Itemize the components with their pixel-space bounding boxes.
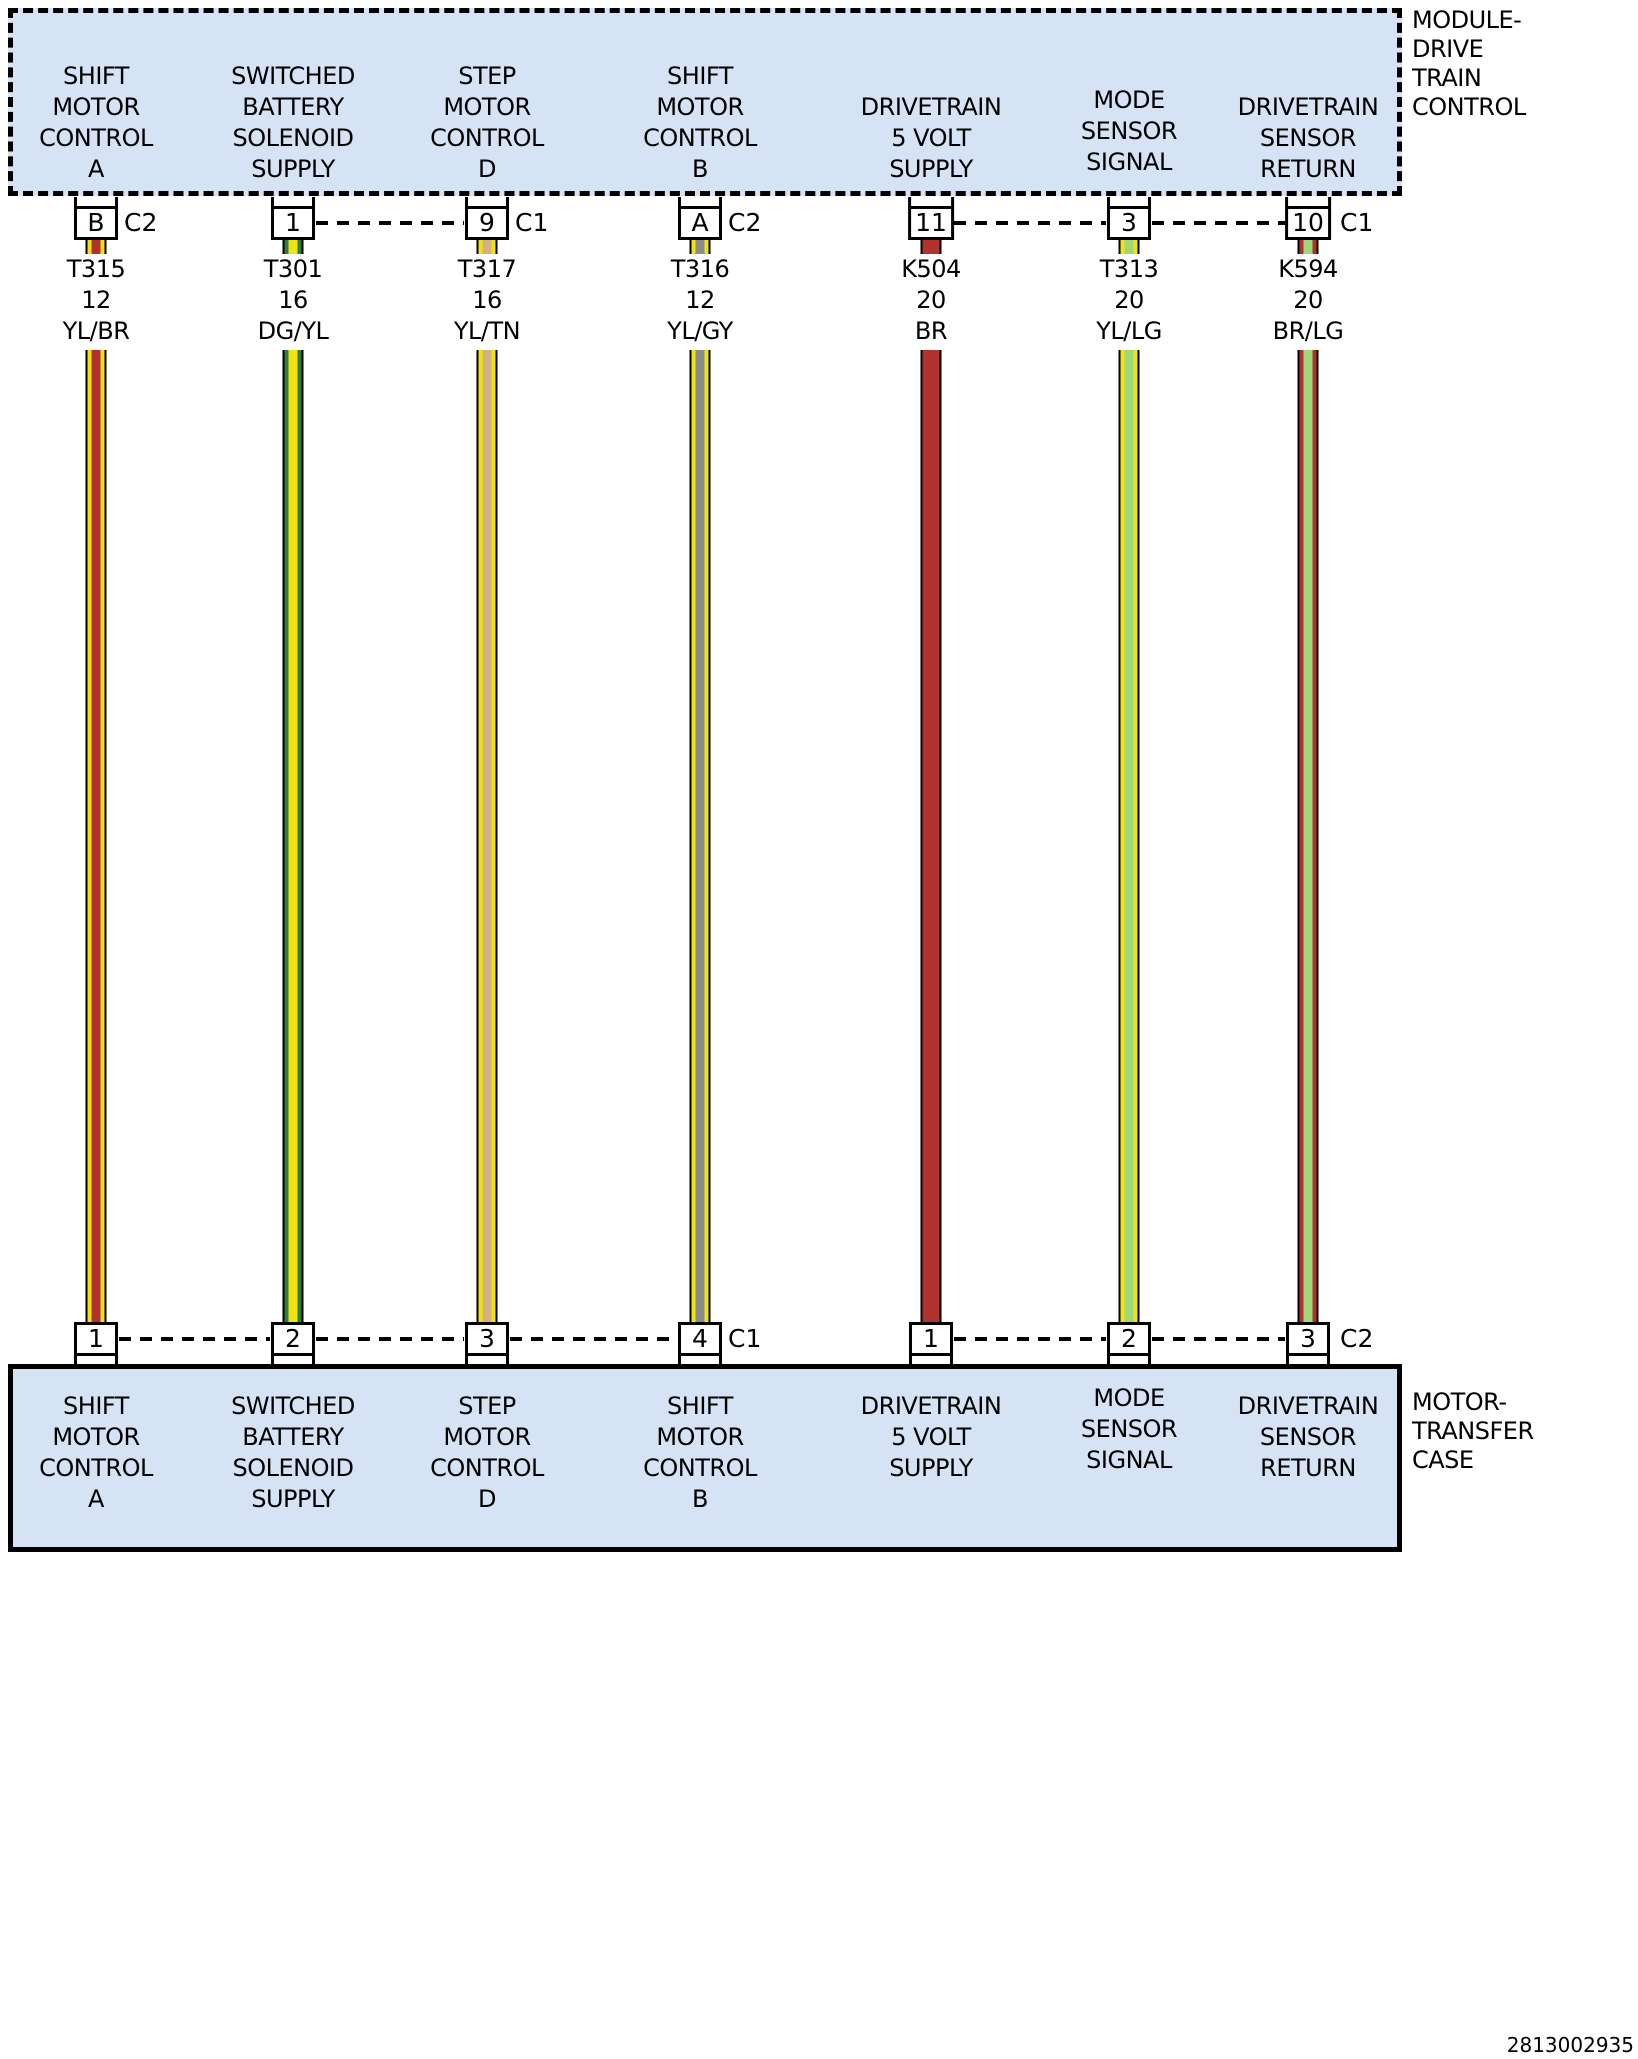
circuit-number: K594 — [1278, 255, 1338, 283]
wire-gauge: 20 — [1114, 286, 1144, 314]
case-signal-label-switched-battery: SWITCHED BATTERY SOLENOID SUPPLY — [231, 1392, 355, 1513]
wire-color-code: YL/GY — [667, 317, 733, 345]
wire-gauge: 16 — [472, 286, 502, 314]
wire-label-7: K594 20 BR/LG — [1273, 254, 1344, 347]
bottom-pin-3: 3 — [465, 1322, 509, 1365]
bottom-connector-dash-line — [1152, 1337, 1285, 1341]
top-connector-label-3: C1 — [515, 208, 549, 237]
circuit-number: T317 — [457, 255, 517, 283]
wire-stub — [689, 240, 711, 254]
wire-label-3: T317 16 YL/TN — [453, 254, 521, 347]
top-connector-label-7: C1 — [1340, 208, 1374, 237]
module-drivetrain-control-box: SHIFT MOTOR CONTROL A SWITCHED BATTERY S… — [8, 8, 1402, 196]
case-signal-label-step-motor-d: STEP MOTOR CONTROL D — [430, 1392, 544, 1513]
module-signal-label-5v-supply: DRIVETRAIN 5 VOLT SUPPLY — [860, 93, 1002, 183]
circuit-number: T313 — [1099, 255, 1159, 283]
top-connector-label-1: C2 — [124, 208, 158, 237]
top-pin-5: 11 — [908, 197, 954, 240]
module-box-title: MODULE- DRIVE TRAIN CONTROL — [1412, 6, 1526, 121]
bottom-pin-5: 1 — [909, 1322, 953, 1365]
wire-stub — [282, 240, 304, 254]
wire-label-6: T313 20 YL/LG — [1096, 254, 1162, 347]
top-pin-2: 1 — [271, 197, 315, 240]
case-signal-label-mode-sensor: MODE SENSOR SIGNAL — [1080, 1384, 1178, 1474]
wire-label-5: K504 20 BR — [901, 254, 961, 347]
bottom-pin-2: 2 — [271, 1322, 315, 1365]
wire-run-yl-tn — [476, 350, 498, 1322]
motor-transfer-case-box: SHIFT MOTOR CONTROL A SWITCHED BATTERY S… — [8, 1364, 1402, 1552]
wire-run-br-lg — [1297, 350, 1319, 1322]
wire-color-code: BR/LG — [1272, 317, 1344, 345]
wire-gauge: 20 — [916, 286, 946, 314]
bottom-pin-1: 1 — [74, 1322, 118, 1365]
circuit-number: T316 — [670, 255, 730, 283]
top-connector-dash-line — [1152, 221, 1285, 225]
module-signal-label-switched-battery: SWITCHED BATTERY SOLENOID SUPPLY — [231, 62, 355, 183]
module-signal-label-shift-motor-b: SHIFT MOTOR CONTROL B — [643, 62, 757, 183]
wire-run-yl-lg — [1118, 350, 1140, 1322]
wire-stub — [476, 240, 498, 254]
wire-stub — [1297, 240, 1319, 254]
circuit-number: T315 — [66, 255, 126, 283]
case-box-title: MOTOR- TRANSFER CASE — [1412, 1388, 1534, 1474]
module-signal-label-step-motor-d: STEP MOTOR CONTROL D — [430, 62, 544, 183]
top-pin-6: 3 — [1107, 197, 1151, 240]
top-pin-4: A — [678, 197, 722, 240]
wire-run-br — [920, 350, 942, 1322]
wire-label-1: T315 12 YL/BR — [63, 254, 130, 347]
wire-color-code: YL/LG — [1096, 317, 1162, 345]
wire-color-code: DG/YL — [257, 317, 329, 345]
wire-color-code: YL/BR — [62, 317, 130, 345]
wire-color-code: BR — [914, 317, 948, 345]
wire-stub — [85, 240, 107, 254]
wire-label-4: T316 12 YL/GY — [667, 254, 733, 347]
bottom-pin-6: 2 — [1107, 1322, 1151, 1365]
diagram-reference-number: 2813002935 — [1506, 2033, 1634, 2057]
circuit-number: K504 — [901, 255, 961, 283]
module-signal-label-mode-sensor: MODE SENSOR SIGNAL — [1080, 86, 1178, 176]
case-signal-label-shift-motor-a: SHIFT MOTOR CONTROL A — [39, 1392, 153, 1513]
wire-label-2: T301 16 DG/YL — [258, 254, 329, 347]
bottom-pin-7: 3 — [1286, 1322, 1330, 1365]
case-signal-label-5v-supply: DRIVETRAIN 5 VOLT SUPPLY — [860, 1392, 1002, 1482]
top-connector-dash-line — [316, 221, 464, 225]
wire-gauge: 16 — [278, 286, 308, 314]
bottom-connector-dash-line — [510, 1337, 677, 1341]
case-signal-label-shift-motor-b: SHIFT MOTOR CONTROL B — [643, 1392, 757, 1513]
wire-stub — [1118, 240, 1140, 254]
bottom-connector-label-4: C1 — [728, 1324, 762, 1353]
wire-gauge: 12 — [81, 286, 111, 314]
bottom-connector-label-7: C2 — [1340, 1324, 1374, 1353]
bottom-pin-4: 4 — [678, 1322, 722, 1365]
bottom-connector-dash-line — [954, 1337, 1106, 1341]
wire-gauge: 20 — [1293, 286, 1323, 314]
module-signal-label-shift-motor-a: SHIFT MOTOR CONTROL A — [39, 62, 153, 183]
bottom-connector-dash-line — [316, 1337, 464, 1341]
wire-stub — [920, 240, 942, 254]
wire-color-code: YL/TN — [453, 317, 521, 345]
bottom-connector-dash-line — [119, 1337, 270, 1341]
top-connector-label-4: C2 — [728, 208, 762, 237]
top-connector-dash-line — [954, 221, 1106, 225]
module-signal-label-sensor-return: DRIVETRAIN SENSOR RETURN — [1237, 93, 1379, 183]
wire-run-dg-yl — [282, 350, 304, 1322]
top-pin-7: 10 — [1285, 197, 1331, 240]
case-signal-label-sensor-return: DRIVETRAIN SENSOR RETURN — [1237, 1392, 1379, 1482]
top-pin-1: B — [74, 197, 118, 240]
wire-run-yl-br — [85, 350, 107, 1322]
top-pin-3: 9 — [465, 197, 509, 240]
wire-run-yl-gy — [689, 350, 711, 1322]
wire-gauge: 12 — [685, 286, 715, 314]
circuit-number: T301 — [263, 255, 323, 283]
